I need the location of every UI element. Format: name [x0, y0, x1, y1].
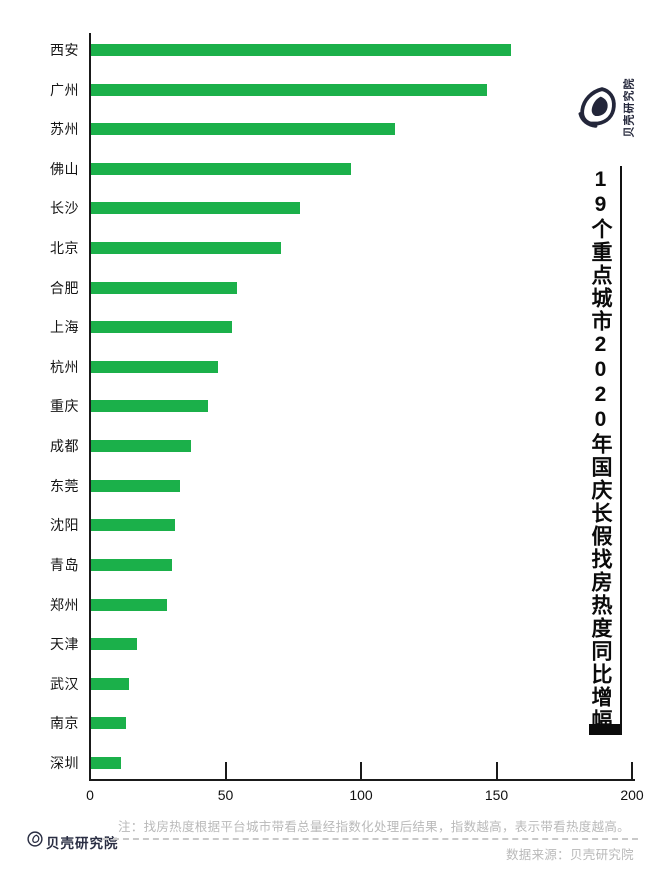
category-label-8: 上海	[50, 319, 79, 336]
category-label-10: 重庆	[50, 398, 79, 415]
category-label-3: 苏州	[50, 121, 79, 138]
beike-footer-logo-icon	[27, 831, 43, 847]
x-tick-label-150: 150	[484, 787, 509, 803]
bar-row-7	[91, 281, 237, 294]
beike-footer-brand-text: 贝壳研究院	[46, 836, 119, 851]
category-label-17: 武汉	[50, 675, 79, 692]
bar-row-18	[91, 717, 126, 730]
beike-brand-vertical-text: 贝壳研究院	[623, 77, 636, 138]
x-axis-line	[89, 779, 635, 781]
x-tick-mark-150	[495, 762, 498, 779]
bar-row-19	[91, 756, 121, 769]
x-tick-label-100: 100	[349, 787, 373, 803]
category-label-12: 东莞	[50, 477, 79, 494]
footer-dashed-divider	[103, 838, 638, 840]
bar-row-13	[91, 519, 175, 532]
bar-row-8	[91, 321, 232, 334]
category-label-19: 深圳	[50, 754, 79, 771]
bar-row-2	[91, 83, 487, 96]
category-label-11: 成都	[50, 438, 79, 455]
category-label-15: 郑州	[50, 596, 79, 613]
category-label-2: 广州	[50, 81, 79, 98]
category-label-9: 杭州	[50, 358, 79, 375]
x-tick-label-200: 200	[620, 787, 644, 803]
bar-row-17	[91, 677, 129, 690]
category-label-5: 长沙	[50, 200, 79, 217]
bar-row-10	[91, 400, 208, 413]
bar-row-1	[91, 44, 511, 56]
data-source-text: 数据来源：贝壳研究院	[505, 848, 634, 862]
x-tick-mark-200	[631, 762, 633, 779]
category-label-13: 沈阳	[50, 517, 79, 534]
category-label-4: 佛山	[50, 160, 79, 177]
chart-footnote: 注：找房热度根据平台城市带看总量经指数化处理后结果，指数越高，表示带看热度越高。	[117, 820, 630, 834]
title-end-mark	[589, 724, 620, 735]
beike-shell-logo-icon	[576, 86, 618, 130]
category-label-6: 北京	[50, 240, 79, 257]
bar-row-6	[91, 242, 281, 255]
bar-row-5	[91, 202, 300, 215]
category-label-14: 青岛	[50, 556, 79, 573]
bar-row-4	[91, 162, 351, 175]
bar-row-3	[91, 123, 395, 136]
x-tick-label-0: 0	[86, 787, 94, 803]
bar-row-9	[91, 360, 218, 373]
category-label-7: 合肥	[50, 279, 79, 296]
bar-row-16	[91, 638, 137, 651]
category-label-18: 南京	[50, 715, 79, 732]
y-axis-line	[89, 33, 91, 781]
category-label-16: 天津	[50, 636, 79, 653]
bar-row-11	[91, 440, 191, 453]
x-tick-label-50: 50	[217, 787, 234, 803]
title-rule	[620, 166, 622, 735]
bar-row-14	[91, 558, 172, 571]
x-tick-mark-100	[360, 762, 362, 779]
x-tick-mark-50	[224, 762, 227, 779]
bar-row-12	[91, 479, 180, 492]
bar-row-15	[91, 598, 167, 611]
category-label-1: 西安	[50, 42, 79, 58]
chart-title-vertical: 19个重点城市2020年国庆长假找房热度同比增幅	[589, 168, 612, 732]
